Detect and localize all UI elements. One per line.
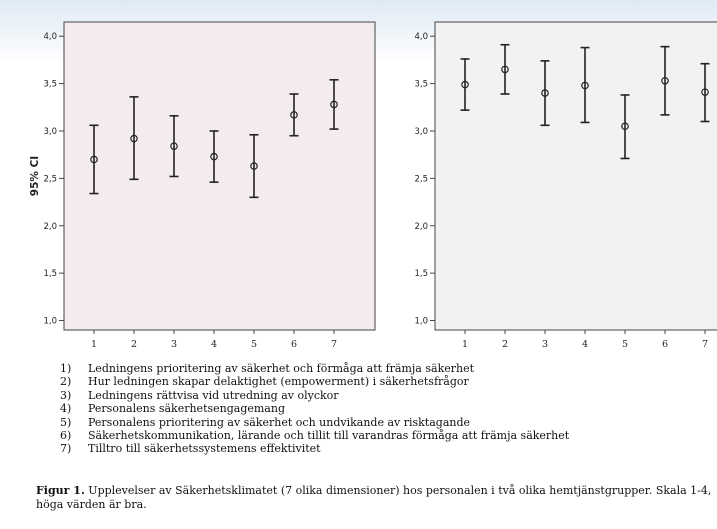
x-tick-label: 7 [702, 339, 708, 350]
x-tick-label: 1 [91, 339, 97, 350]
y-tick-label: 2,0 [43, 222, 57, 232]
mean-marker [330, 100, 338, 109]
x-tick-label: 1 [462, 339, 468, 350]
y-axis-title: 95% CI [29, 156, 41, 196]
mean-marker [661, 76, 669, 85]
legend-item-text: Personalens säkerhetsengagemang [88, 402, 285, 416]
y-tick-label: 4,0 [43, 32, 57, 42]
mean-marker [461, 80, 469, 89]
mean-marker [130, 134, 138, 143]
legend-item: 6) Säkerhetskommunikation, lärande och ti… [60, 429, 715, 442]
legend-item: 4) Personalens säkerhetsengagemang [60, 402, 715, 415]
mean-marker [210, 152, 218, 161]
mean-marker [501, 65, 509, 74]
mean-marker [90, 155, 98, 164]
legend-item-text: Tilltro till säkerhetssystemens effektiv… [88, 442, 321, 456]
legend-item-number: 7) [60, 442, 72, 456]
x-tick-label: 2 [131, 339, 137, 350]
plot-area [434, 21, 717, 331]
x-tick-label: 4 [211, 339, 217, 350]
mean-marker [621, 122, 629, 131]
y-tick-label: 1,5 [414, 269, 428, 279]
figure-label: Figur 1. [36, 484, 85, 497]
y-tick-label: 2,0 [414, 222, 428, 232]
x-tick-label: 3 [171, 339, 177, 350]
mean-marker [581, 81, 589, 90]
legend-item-text: Ledningens rättvisa vid utredning av oly… [88, 388, 339, 402]
y-tick-label: 1,0 [414, 317, 428, 327]
legend-item-text: Säkerhetskommunikation, lärande och till… [88, 429, 570, 443]
legend-item: 5) Personalens prioritering av säkerhet o… [60, 416, 715, 429]
legend-item: 2) Hur ledningen skapar delaktighet (empo… [60, 375, 715, 388]
y-tick-label: 1,5 [43, 269, 57, 279]
legend-item-number: 2) [60, 375, 72, 389]
y-tick-label: 1,0 [43, 317, 57, 327]
legend-item: 7) Tilltro till säkerhetssystemens effekt… [60, 442, 715, 455]
legend-item-number: 3) [60, 388, 72, 402]
chart-left: 1,0 1,5 2,0 2,5 3,0 3,5 4,0 95% CI 1 2 3 4 5 6 7 [29, 21, 376, 350]
chart-right: 1,0 1,5 2,0 2,5 3,0 3,5 4,0 1 2 3 4 5 6 7 [414, 21, 717, 350]
y-tick-label: 3,0 [414, 127, 428, 137]
x-tick-label: 6 [662, 339, 668, 350]
legend-item: 3) Ledningens rättvisa vid utredning av o… [60, 389, 715, 402]
figure-caption: Figur 1. Upplevelser av Säkerhetsklimate… [36, 484, 716, 512]
x-tick-label: 4 [582, 339, 588, 350]
legend-item-text: Personalens prioritering av säkerhet och… [88, 415, 471, 429]
y-tick-label: 2,5 [43, 174, 57, 184]
mean-marker [290, 111, 298, 119]
mean-marker [250, 162, 258, 170]
legend-item-number: 1) [60, 362, 72, 375]
x-tick-label: 7 [331, 339, 337, 350]
legend-item: 1) Ledningens prioritering av säkerhet oc… [60, 362, 715, 375]
dimension-legend: 1) Ledningens prioritering av säkerhet oc… [60, 362, 715, 456]
mean-marker [170, 142, 178, 150]
caption-text: Upplevelser av Säkerhetsklimatet (7 olik… [36, 484, 712, 511]
mean-marker [541, 89, 549, 97]
y-tick-label: 2,5 [414, 174, 428, 184]
x-tick-label: 6 [291, 339, 297, 350]
legend-item-number: 4) [60, 402, 72, 416]
legend-item-number: 5) [60, 415, 72, 429]
legend-item-text: Ledningens prioritering av säkerhet och … [88, 362, 475, 375]
x-tick-label: 5 [251, 339, 257, 350]
y-tick-label: 4,0 [414, 32, 428, 42]
x-tick-label: 2 [502, 339, 508, 350]
legend-item-text: Hur ledningen skapar delaktighet (empowe… [88, 375, 469, 389]
y-tick-label: 3,0 [43, 127, 57, 137]
mean-marker [701, 88, 709, 96]
x-tick-label: 5 [622, 339, 628, 350]
y-tick-label: 3,5 [43, 80, 57, 90]
y-tick-label: 3,5 [414, 80, 428, 90]
plot-area [63, 21, 376, 331]
legend-item-number: 6) [60, 429, 72, 443]
x-tick-label: 3 [542, 339, 548, 350]
